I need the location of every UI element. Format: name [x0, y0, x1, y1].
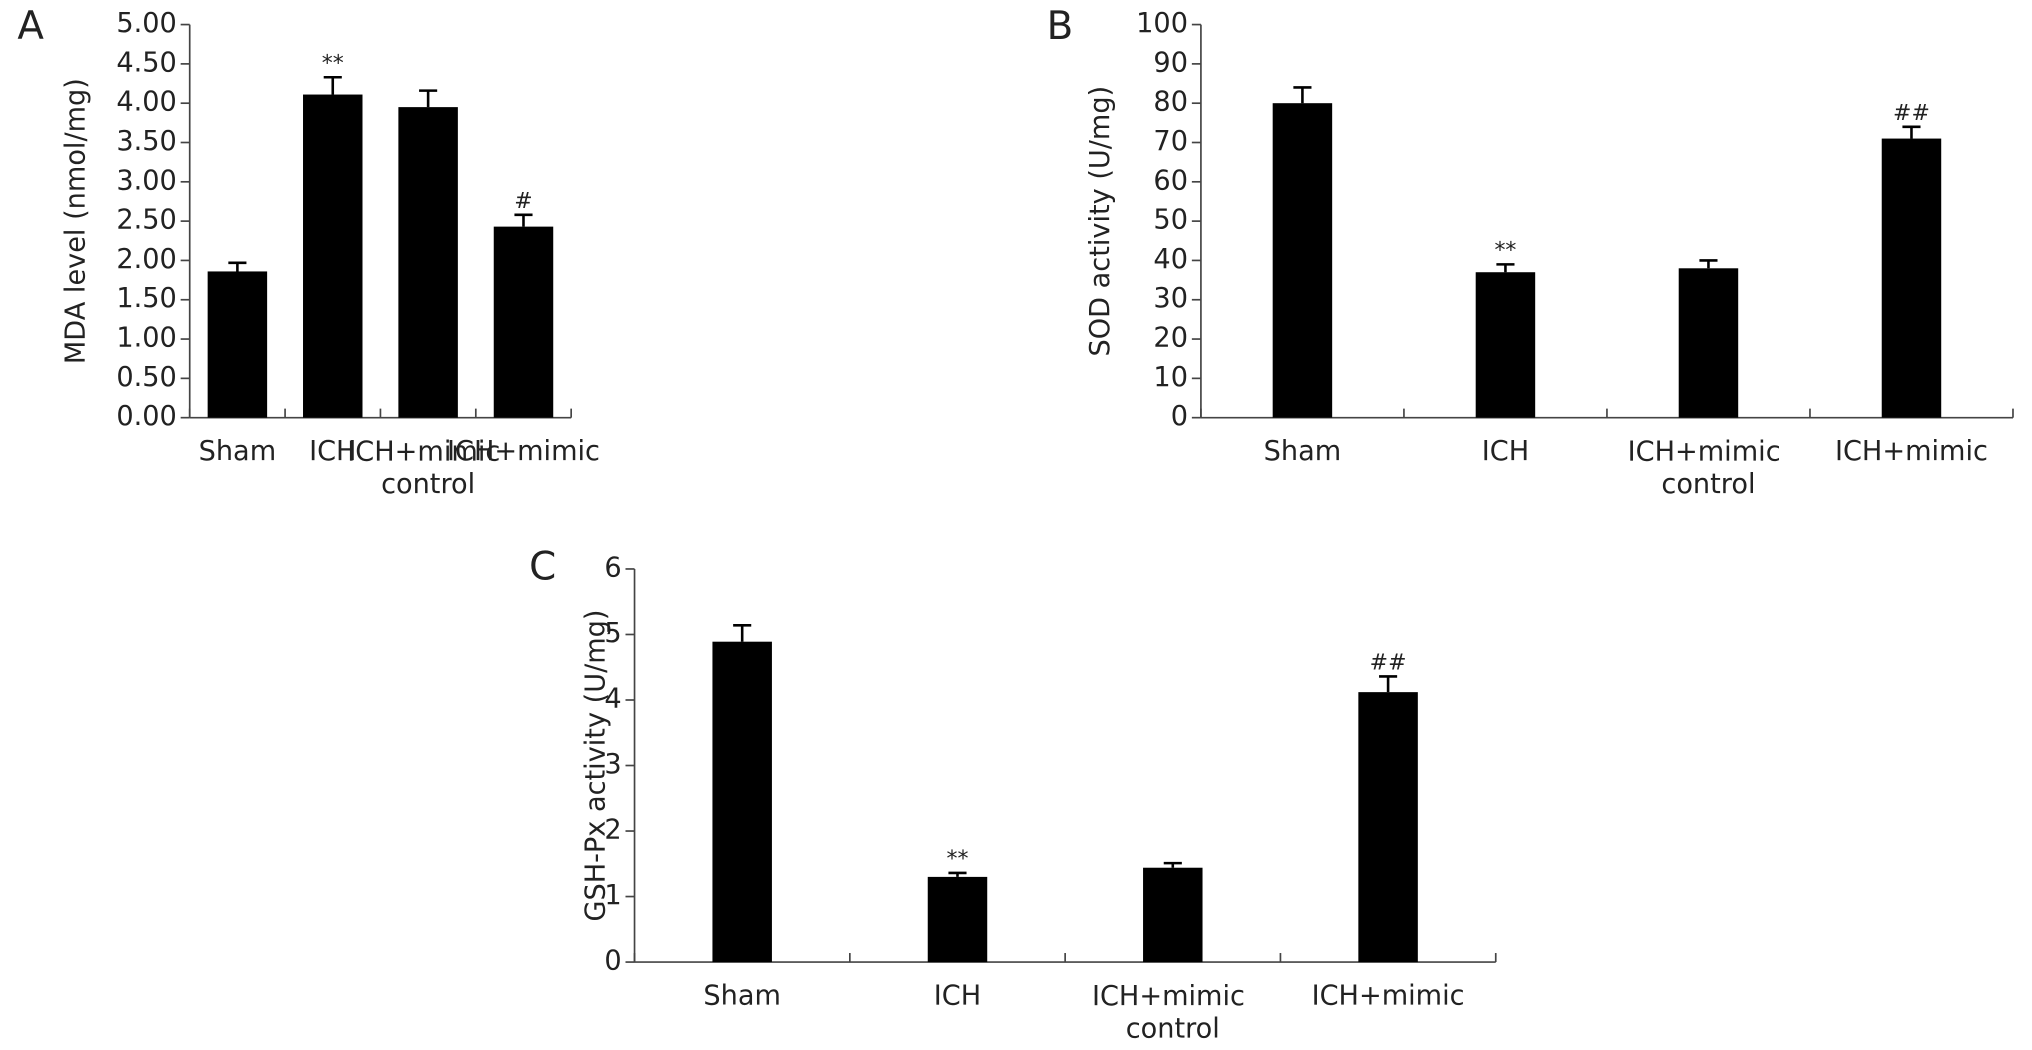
bar	[1678, 268, 1739, 418]
error-bar	[1902, 125, 1921, 139]
bar	[493, 226, 554, 418]
bar	[207, 271, 268, 418]
bar	[1881, 138, 1942, 418]
y-axis-title: GSH-Px activity (U/mg)	[581, 609, 612, 921]
bar	[927, 876, 988, 963]
y-tick-label: 0	[604, 946, 621, 977]
error-bar	[1163, 861, 1182, 868]
error-bar	[1496, 263, 1515, 273]
y-tick-label: 3.50	[116, 126, 176, 157]
x-tick-label: ICH+mimic control	[347, 436, 509, 499]
y-tick-label: 30	[1153, 283, 1188, 314]
error-bar	[228, 261, 247, 272]
y-tick-label: 50	[1153, 205, 1188, 236]
x-tick-label: ICH	[309, 436, 356, 467]
significance-mark: **	[322, 51, 344, 76]
y-tick-label: 10	[1153, 362, 1188, 393]
y-axis-title: SOD activity (U/mg)	[1085, 86, 1116, 357]
y-tick-label: 20	[1153, 323, 1188, 354]
x-tick-label: ICH+mimic control	[1628, 436, 1790, 499]
bar	[1272, 103, 1333, 418]
bar	[1143, 867, 1203, 963]
y-tick-label: 3	[604, 749, 621, 780]
error-bar	[1379, 675, 1398, 693]
y-tick-label: 4.00	[116, 87, 176, 118]
y-tick-label: 70	[1153, 126, 1188, 157]
error-bar	[948, 871, 967, 877]
x-tick-label: Sham	[199, 436, 277, 467]
x-tick-label: ICH+mimic	[1835, 436, 1988, 467]
significance-mark: #	[514, 189, 532, 214]
x-tick-label: ICH	[1482, 436, 1529, 467]
error-bar	[1293, 86, 1312, 104]
x-tick-label: Sham	[703, 980, 781, 1011]
y-tick-label: 90	[1153, 47, 1188, 78]
x-tick-label: Sham	[1264, 436, 1342, 467]
panel-label: C	[529, 544, 556, 589]
y-tick-label: 80	[1153, 87, 1188, 118]
y-tick-label: 100	[1136, 8, 1188, 39]
y-axis-title: MDA level (nmol/mg)	[61, 78, 92, 364]
y-tick-label: 0.00	[116, 401, 176, 432]
error-bar	[419, 89, 438, 108]
x-tick-label: ICH+mimic	[447, 436, 600, 467]
bar	[398, 107, 458, 418]
panel-label: B	[1047, 4, 1074, 49]
error-bar	[514, 213, 533, 227]
y-tick-label: 4.50	[116, 47, 176, 78]
y-tick-label: 1	[604, 880, 621, 911]
bar	[712, 641, 772, 963]
x-tick-label: ICH	[934, 980, 981, 1011]
significance-mark: **	[1494, 238, 1516, 263]
x-tick-label: ICH+mimic	[1312, 980, 1465, 1011]
y-tick-label: 1.00	[116, 323, 176, 354]
bar	[1358, 692, 1418, 963]
bar	[1475, 272, 1536, 418]
y-tick-label: 6	[604, 552, 621, 583]
y-tick-label: 0.50	[116, 362, 176, 393]
error-bar	[733, 624, 752, 642]
y-tick-label: 2	[604, 815, 621, 846]
y-tick-label: 5.00	[116, 8, 176, 39]
error-bar	[1699, 259, 1718, 269]
y-tick-label: 1.50	[116, 283, 176, 314]
y-tick-label: 3.00	[116, 165, 176, 196]
y-tick-label: 0	[1171, 401, 1188, 432]
y-tick-label: 40	[1153, 244, 1188, 275]
significance-mark: ##	[1370, 650, 1407, 675]
error-bar	[323, 75, 342, 95]
panel-label: A	[17, 4, 44, 49]
x-tick-label: ICH+mimic control	[1092, 980, 1254, 1043]
y-tick-label: 5	[604, 618, 621, 649]
y-tick-label: 2.50	[116, 205, 176, 236]
significance-mark: ##	[1893, 101, 1930, 126]
y-tick-label: 2.00	[116, 244, 176, 275]
y-tick-label: 4	[604, 683, 621, 714]
bar	[303, 94, 363, 418]
y-tick-label: 60	[1153, 165, 1188, 196]
significance-mark: **	[947, 847, 969, 872]
